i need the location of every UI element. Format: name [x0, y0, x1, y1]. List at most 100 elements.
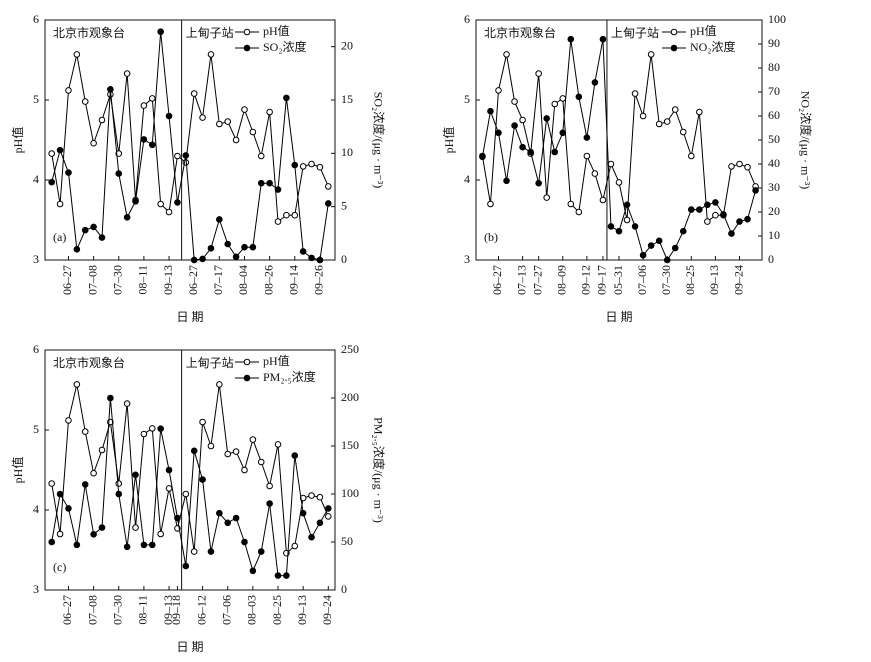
- data-point: [647, 242, 655, 249]
- data-point: [291, 211, 299, 219]
- y2-tick-label: 150: [341, 438, 359, 452]
- data-point: [165, 112, 173, 120]
- data-point: [241, 106, 248, 113]
- data-point: [115, 490, 123, 498]
- data-point: [132, 471, 139, 479]
- data-point: [199, 418, 206, 426]
- plot-frame: [44, 19, 336, 261]
- data-point: [655, 120, 663, 128]
- series-line: [51, 54, 329, 223]
- y2-tick-label: 50: [768, 132, 780, 146]
- y2-tick-label: 50: [341, 534, 353, 548]
- x-tick-label: 09–24: [731, 265, 745, 295]
- data-point: [65, 87, 72, 94]
- data-point: [535, 70, 542, 77]
- panel-label: (a): [53, 230, 66, 244]
- data-point: [174, 199, 181, 206]
- data-point: [623, 216, 631, 224]
- data-point: [503, 177, 510, 185]
- data-point: [132, 198, 139, 205]
- y2-tick-label: 0: [341, 582, 347, 596]
- x-tick-label: 08–11: [136, 265, 150, 295]
- data-point: [551, 148, 559, 156]
- data-point: [98, 446, 106, 454]
- data-point: [266, 500, 273, 507]
- data-point: [639, 251, 647, 259]
- y-axis-title: pH值: [441, 127, 456, 154]
- data-point: [56, 530, 64, 538]
- data-point: [599, 35, 607, 43]
- data-point: [90, 469, 97, 477]
- legend-marker: [670, 28, 678, 36]
- y-axis-title: pH值: [10, 457, 25, 484]
- data-point: [165, 208, 173, 216]
- data-point: [324, 200, 332, 207]
- y2-axis-title: PM₂.₅浓度/(μg · m⁻³): [371, 417, 386, 523]
- y2-tick-label: 0: [768, 252, 774, 266]
- data-point: [266, 108, 273, 116]
- data-point: [48, 150, 56, 157]
- section-label: 北京市观象台: [53, 25, 125, 40]
- y-tick-label: 5: [464, 92, 470, 106]
- data-point: [266, 482, 273, 490]
- y2-tick-label: 20: [768, 204, 780, 218]
- data-point: [56, 490, 64, 498]
- data-point: [479, 153, 486, 161]
- data-point: [107, 394, 114, 402]
- data-point: [249, 128, 257, 136]
- data-point: [81, 428, 89, 435]
- x-tick-label: 07–30: [111, 595, 125, 625]
- data-point: [291, 542, 299, 550]
- data-point: [257, 179, 265, 187]
- data-point: [639, 112, 647, 120]
- y2-tick-label: 0: [341, 252, 347, 266]
- data-point: [98, 116, 106, 124]
- data-point: [48, 178, 56, 186]
- x-tick-label: 07–13: [514, 265, 528, 295]
- legend-marker: [243, 28, 251, 36]
- x-tick-label: 06–27: [60, 595, 74, 625]
- data-point: [696, 108, 703, 116]
- data-point: [283, 94, 290, 102]
- data-point: [308, 533, 315, 541]
- x-tick-label: 07–08: [85, 595, 99, 625]
- data-point: [291, 161, 299, 169]
- data-point: [736, 160, 743, 168]
- y2-tick-label: 60: [768, 108, 780, 122]
- data-point: [224, 118, 232, 125]
- data-point: [567, 200, 575, 208]
- data-point: [232, 136, 240, 144]
- data-point: [107, 86, 114, 93]
- section-label: 北京市观象台: [484, 25, 556, 40]
- data-point: [696, 206, 703, 213]
- data-point: [65, 169, 72, 176]
- data-point: [140, 430, 148, 438]
- data-point: [157, 425, 164, 433]
- data-point: [559, 129, 567, 137]
- data-point: [316, 163, 324, 171]
- data-point: [165, 466, 173, 474]
- data-point: [123, 400, 131, 407]
- data-point: [241, 466, 248, 474]
- x-tick-label: 06–27: [186, 265, 200, 295]
- data-point: [274, 186, 282, 193]
- data-point: [631, 90, 639, 97]
- data-point: [591, 79, 599, 86]
- panel-label: (c): [53, 560, 66, 574]
- legend-marker: [670, 44, 678, 52]
- x-tick-label: 05–31: [611, 265, 625, 295]
- data-point: [543, 115, 550, 122]
- y-axis-title: pH值: [10, 127, 25, 154]
- x-tick-label: 09–13: [707, 265, 721, 295]
- data-point: [174, 514, 181, 522]
- data-point: [90, 223, 97, 231]
- x-tick-label: 08–25: [683, 265, 697, 295]
- data-point: [190, 256, 198, 264]
- data-point: [615, 179, 623, 186]
- data-point: [519, 143, 526, 151]
- data-point: [182, 152, 190, 159]
- y-tick-label: 6: [33, 12, 39, 26]
- x-tick-label: 07–06: [635, 265, 649, 295]
- data-point: [728, 163, 735, 170]
